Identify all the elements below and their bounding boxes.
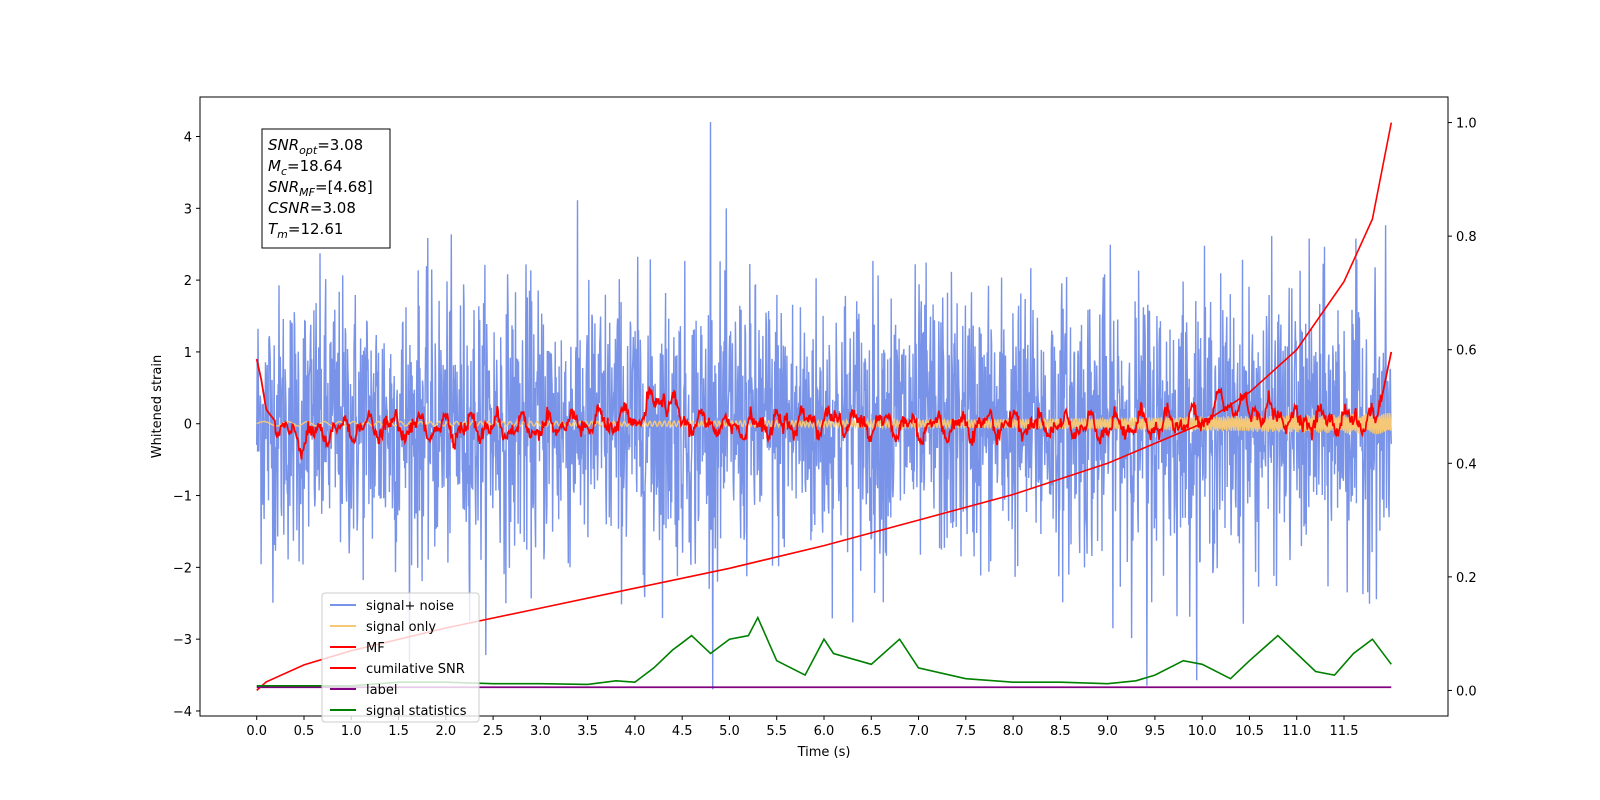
- y-axis-right: 1.0 0.8 0.6 0.4 0.2 0.0: [1448, 117, 1477, 699]
- x-tick-label: 7.5: [955, 724, 976, 739]
- y-tick-label: 1: [184, 346, 192, 361]
- x-tick-label: 0.5: [294, 724, 315, 739]
- y-tick-label: 4: [184, 130, 192, 145]
- y-right-tick-label: 0.6: [1456, 344, 1477, 359]
- annotation-symbol: T: [268, 220, 279, 238]
- x-tick-label: 10.5: [1235, 724, 1264, 739]
- x-tick-label: 6.0: [814, 724, 835, 739]
- y-tick-label: 3: [184, 202, 192, 217]
- annotation-line: SNRMF=[4.68]: [268, 178, 373, 199]
- annotation-line: Mc=18.64: [268, 157, 343, 178]
- y-tick-label: −3: [173, 633, 192, 648]
- annotation-frame: [261, 128, 391, 249]
- series-signal-only: [256, 412, 1392, 435]
- series-mf: [255, 351, 1393, 460]
- annotation-subscript: MF: [299, 186, 315, 199]
- x-axis-label: Time (s): [797, 745, 851, 760]
- y-tick-label: −4: [173, 705, 192, 720]
- annotation-line: SNRopt=3.08: [268, 136, 363, 157]
- x-tick-label: 5.5: [766, 724, 787, 739]
- y-tick-label: −2: [173, 561, 192, 576]
- x-tick-label: 9.0: [1097, 724, 1118, 739]
- x-tick-label: 11.0: [1282, 724, 1311, 739]
- y-right-tick-label: 0.8: [1456, 230, 1477, 245]
- x-tick-label: 4.5: [672, 724, 693, 739]
- legend-entry: cumilative SNR: [366, 662, 465, 677]
- legend-entry: signal statistics: [366, 704, 467, 719]
- annotation-subscript: c: [281, 165, 287, 178]
- legend: signal+ noise signal only MF cumilative SNR…: [321, 592, 480, 723]
- annotation-symbol: SNR: [268, 178, 299, 196]
- annotation-subscript: opt: [299, 144, 318, 157]
- legend-entry: signal+ noise: [366, 599, 454, 614]
- x-tick-label: 1.0: [341, 724, 362, 739]
- x-tick-label: 1.5: [388, 724, 409, 739]
- annotation-line: Tm=12.61: [268, 220, 343, 241]
- x-tick-label: 9.5: [1145, 724, 1166, 739]
- x-tick-label: 8.0: [1003, 724, 1024, 739]
- x-tick-label: 10.0: [1188, 724, 1217, 739]
- x-tick-label: 5.0: [719, 724, 740, 739]
- y-tick-label: 0: [184, 418, 192, 433]
- annotation-value: =3.08: [310, 199, 356, 217]
- annotation-symbol: CSNR: [268, 199, 310, 217]
- annotation-value: =18.64: [287, 157, 343, 175]
- x-tick-label: 2.0: [435, 724, 456, 739]
- y-axis-label: Whitened strain: [150, 355, 165, 458]
- x-tick-label: 0.0: [246, 724, 267, 739]
- y-tick-label: −1: [173, 490, 192, 505]
- y-right-tick-label: 0.4: [1456, 457, 1477, 472]
- annotation-symbol: SNR: [268, 136, 299, 154]
- legend-entry: MF: [366, 641, 385, 656]
- x-tick-label: 8.5: [1050, 724, 1071, 739]
- y-tick-label: 2: [184, 274, 192, 289]
- annotation-symbol: M: [268, 157, 281, 175]
- legend-frame: [321, 592, 480, 723]
- x-axis: 0.0 0.5 1.0 1.5 2.0 2.5 3.0 3.5 4.0 4.5 5.0 5.5 6.0 6…: [246, 716, 1358, 739]
- legend-entry: signal only: [366, 620, 436, 635]
- x-tick-label: 3.5: [577, 724, 598, 739]
- annotation-subscript: m: [277, 228, 288, 241]
- annotation-value: =12.61: [288, 220, 344, 238]
- annotation-box: SNRopt=3.08Mc=18.64SNRMF=[4.68]CSNR=3.08…: [261, 128, 391, 249]
- x-tick-label: 11.5: [1330, 724, 1359, 739]
- x-tick-label: 4.0: [625, 724, 646, 739]
- annotation-value: =[4.68]: [315, 178, 373, 196]
- legend-entry: label: [366, 683, 397, 698]
- y-right-tick-label: 1.0: [1456, 117, 1477, 132]
- x-tick-label: 7.0: [908, 724, 929, 739]
- y-axis-left: 4 3 2 1 0 −1 −2 −3 −4: [173, 130, 200, 720]
- y-right-tick-label: 0.0: [1456, 684, 1477, 699]
- y-right-tick-label: 0.2: [1456, 571, 1477, 586]
- x-tick-label: 3.0: [530, 724, 551, 739]
- series-signal-statistics: [256, 615, 1392, 687]
- annotation-value: =3.08: [317, 136, 363, 154]
- x-tick-label: 6.5: [861, 724, 882, 739]
- x-tick-label: 2.5: [483, 724, 504, 739]
- series-signal-noise: [256, 122, 1392, 690]
- annotation-line: CSNR=3.08: [268, 199, 356, 217]
